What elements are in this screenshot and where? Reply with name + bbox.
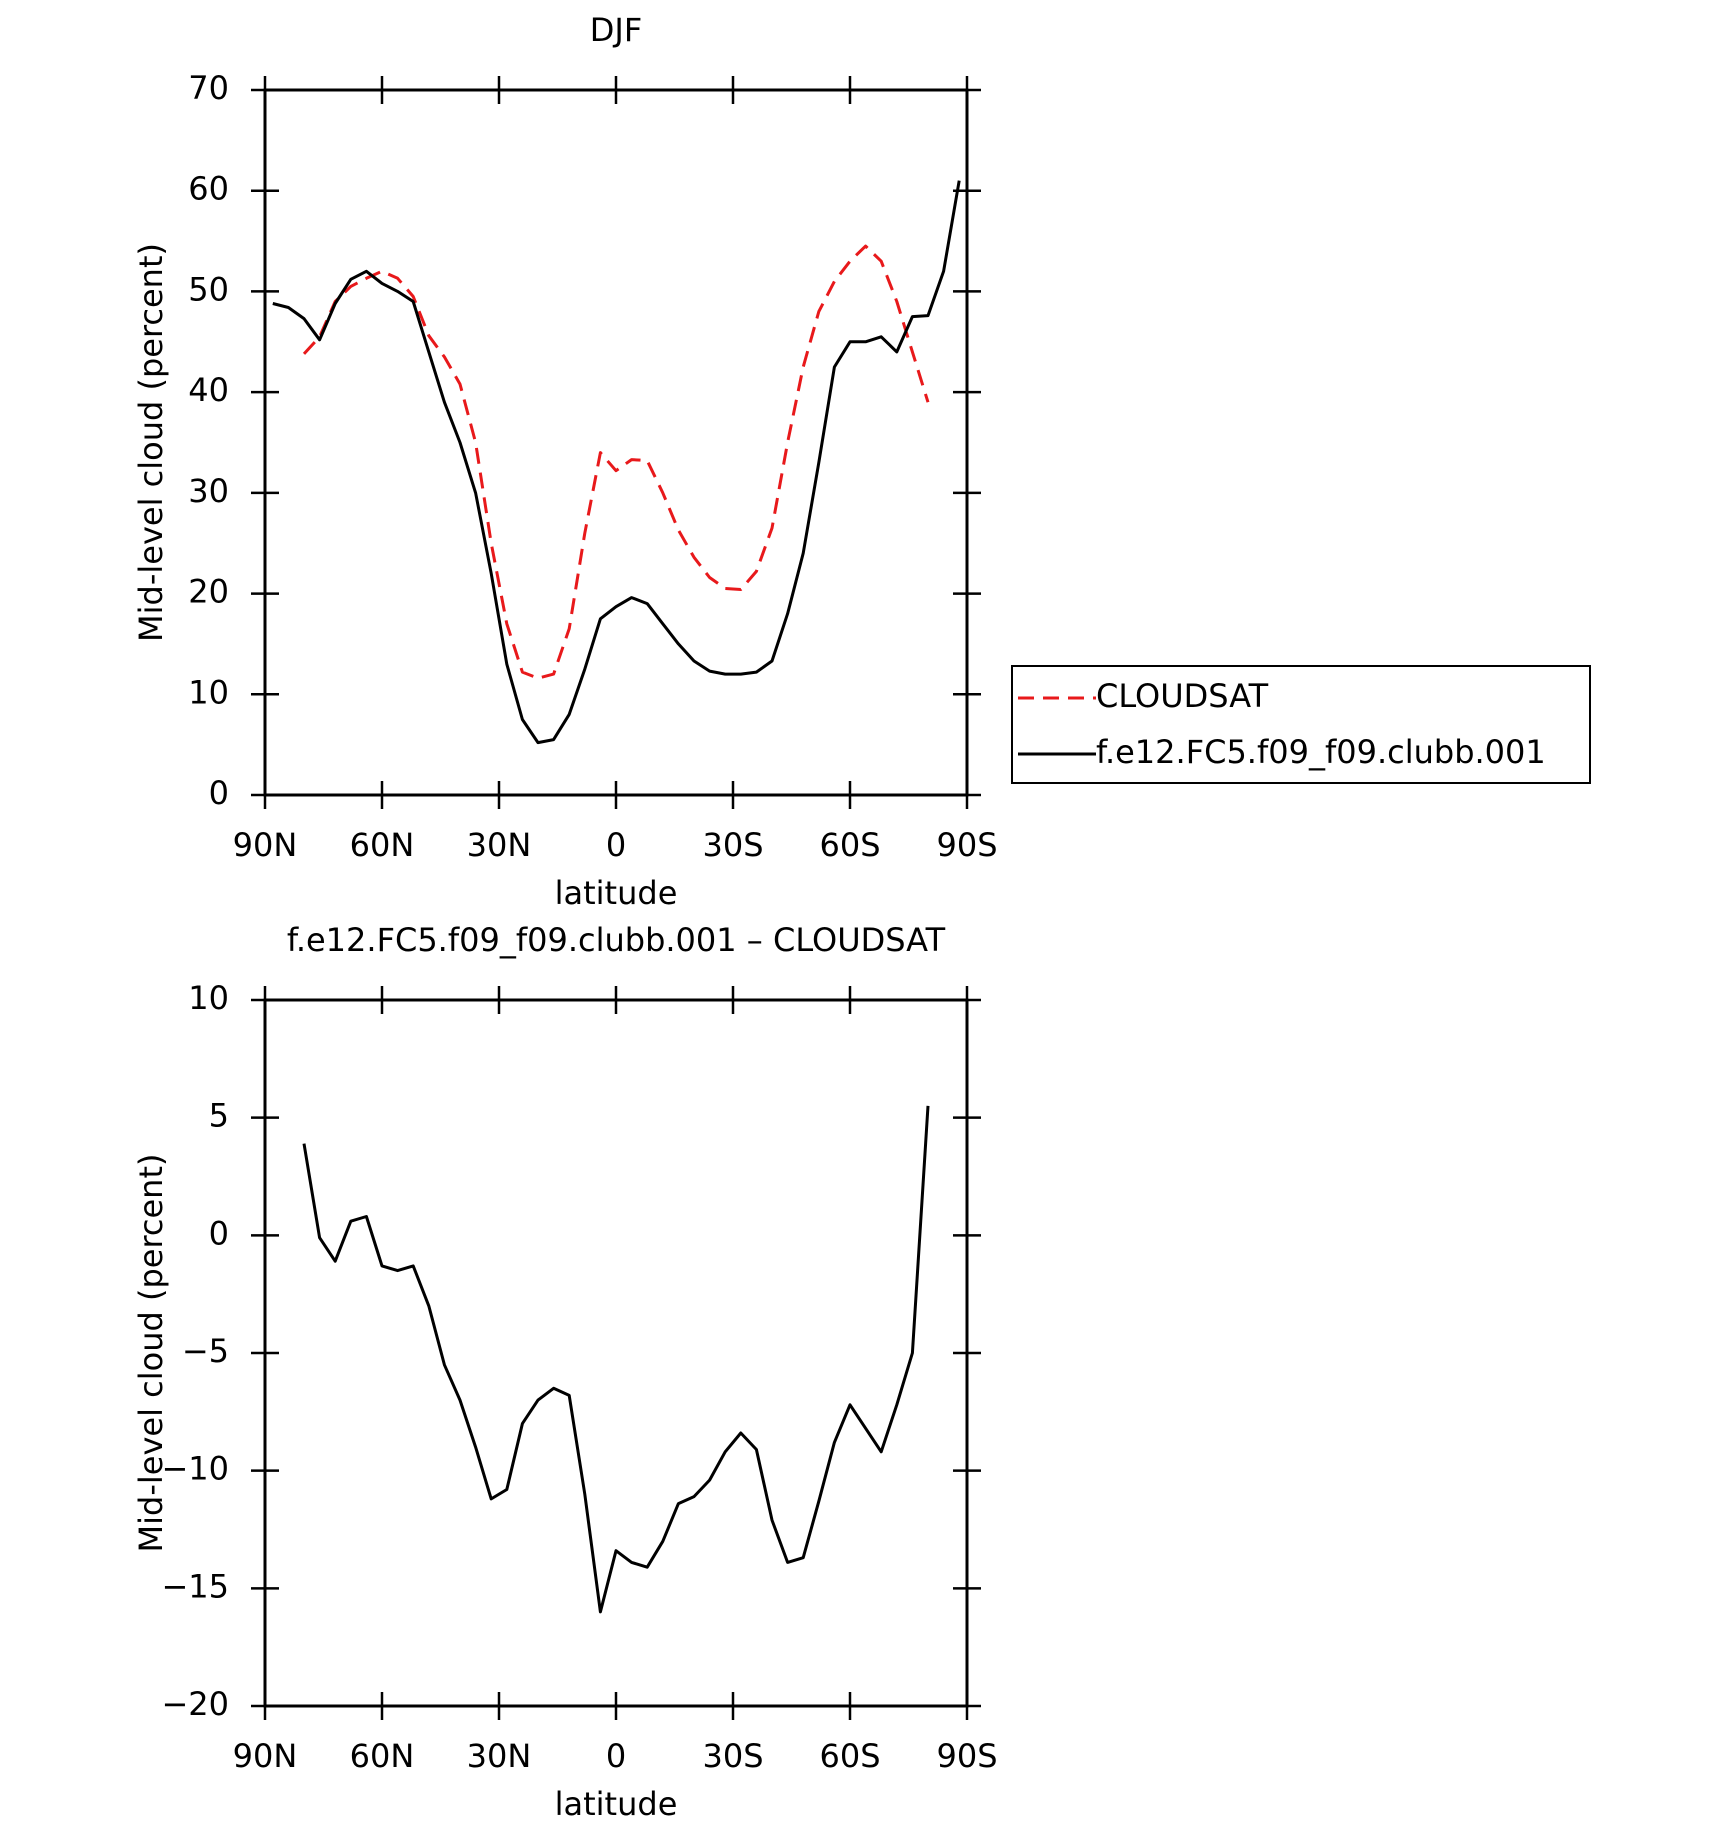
chart-title: DJF [590, 11, 642, 49]
y-tick-label: 60 [188, 170, 229, 208]
y-tick-label: 70 [188, 69, 229, 107]
x-tick-label: 30N [467, 1737, 532, 1775]
plot-frame [263, 88, 969, 797]
x-tick-label: 60N [350, 1737, 415, 1775]
y-tick-label: 0 [209, 774, 229, 812]
x-tick-label: 60N [350, 826, 415, 864]
chart-title: f.e12.FC5.f09_f09.clubb.001 – CLOUDSAT [287, 921, 946, 959]
x-tick-label: 90N [233, 826, 298, 864]
y-tick-label: −5 [182, 1332, 229, 1370]
y-axis-label: Mid-level cloud (percent) [132, 243, 170, 642]
x-tick-label: 0 [606, 826, 626, 864]
y-axis-label: Mid-level cloud (percent) [132, 1154, 170, 1553]
x-tick-label: 60S [819, 826, 880, 864]
y-tick-label: 10 [188, 673, 229, 711]
y-tick-label: 0 [209, 1214, 229, 1252]
plot-frame [263, 998, 969, 1708]
x-tick-label: 30N [467, 826, 532, 864]
x-tick-label: 60S [819, 1737, 880, 1775]
legend-label: CLOUDSAT [1096, 677, 1269, 715]
y-tick-label: −20 [161, 1685, 229, 1723]
y-tick-label: −15 [161, 1567, 229, 1605]
y-tick-label: 30 [188, 472, 229, 510]
y-tick-label: 20 [188, 573, 229, 611]
x-tick-label: 0 [606, 1737, 626, 1775]
x-tick-label: 30S [702, 1737, 763, 1775]
data-line [302, 244, 930, 680]
y-tick-label: 10 [188, 979, 229, 1017]
y-tick-label: 50 [188, 270, 229, 308]
x-axis-label: latitude [555, 1785, 678, 1823]
y-tick-label: −10 [161, 1450, 229, 1488]
x-tick-label: 90S [936, 826, 997, 864]
x-axis-label: latitude [555, 874, 678, 912]
x-tick-label: 90S [936, 1737, 997, 1775]
legend-box [1011, 665, 1591, 784]
y-tick-label: 40 [188, 371, 229, 409]
y-tick-label: 5 [209, 1097, 229, 1135]
legend-label: f.e12.FC5.f09_f09.clubb.001 [1096, 733, 1546, 771]
x-tick-label: 30S [702, 826, 763, 864]
x-tick-label: 90N [233, 1737, 298, 1775]
data-line [302, 1105, 930, 1614]
data-line [272, 180, 961, 745]
